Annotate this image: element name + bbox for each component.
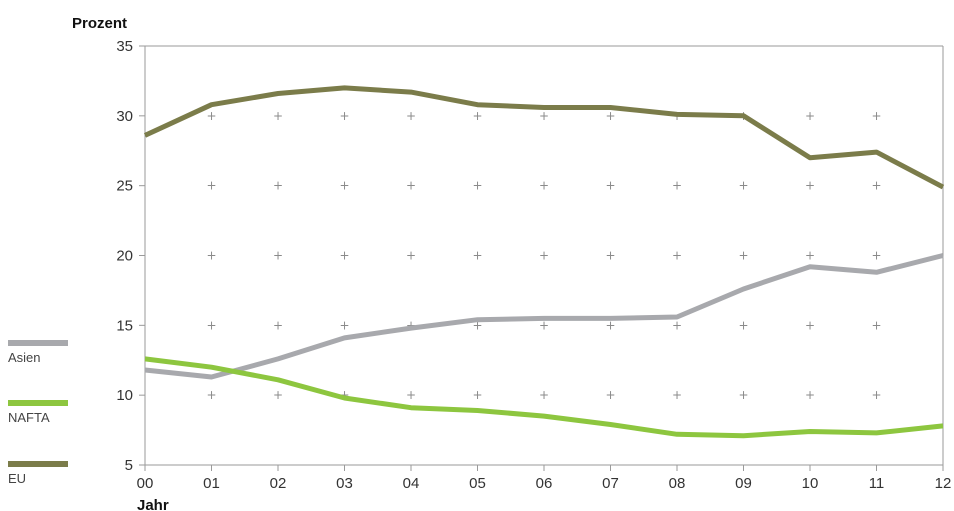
grid-marker: +	[472, 249, 482, 263]
x-tick-label: 11	[869, 475, 885, 492]
grid-marker: +	[738, 318, 748, 332]
grid-marker: +	[738, 249, 748, 263]
y-axis-title: Prozent	[72, 15, 127, 32]
grid-marker: +	[738, 179, 748, 193]
grid-marker: +	[472, 388, 482, 402]
grid-marker: +	[406, 179, 416, 193]
grid-marker: +	[805, 388, 815, 402]
y-tick-label: 10	[116, 387, 133, 404]
x-tick-label: 08	[669, 475, 686, 492]
x-tick-label: 09	[735, 475, 752, 492]
grid-marker: +	[738, 388, 748, 402]
grid-marker: +	[472, 318, 482, 332]
y-tick-label: 30	[116, 108, 133, 125]
legend-swatch-eu	[8, 461, 68, 467]
grid-marker: +	[605, 318, 615, 332]
legend-label-asien: Asien	[8, 350, 41, 365]
series-lines	[143, 85, 945, 439]
x-tick-label: 01	[203, 475, 220, 492]
x-tick-label: 12	[935, 475, 952, 492]
x-tick-label: 07	[602, 475, 619, 492]
grid-marker: +	[273, 388, 283, 402]
grid-marker: +	[206, 109, 216, 123]
grid-marker: +	[339, 388, 349, 402]
grid-marker: +	[539, 179, 549, 193]
grid-marker: +	[472, 179, 482, 193]
x-tick-label: 02	[270, 475, 287, 492]
grid-marker: +	[206, 249, 216, 263]
grid-marker: +	[672, 388, 682, 402]
x-tick-label: 10	[802, 475, 819, 492]
x-axis-ticks: 00 01 02 03 04 05 06 07 08 09 10 11 12	[137, 465, 952, 492]
y-axis-ticks: 5 10 15 20 25 30 35	[116, 38, 145, 474]
grid-marker: +	[871, 388, 881, 402]
grid-marker: +	[206, 388, 216, 402]
grid-marker: +	[206, 318, 216, 332]
grid-marker: +	[339, 318, 349, 332]
grid-marker: +	[805, 109, 815, 123]
grid-marker: +	[273, 249, 283, 263]
grid-marker: +	[273, 179, 283, 193]
y-tick-label: 15	[116, 317, 133, 334]
grid-marker: +	[871, 249, 881, 263]
grid-marker: +	[605, 249, 615, 263]
series-line-eu	[143, 85, 945, 190]
x-tick-label: 05	[469, 475, 486, 492]
grid-marker: +	[805, 179, 815, 193]
y-tick-label: 35	[116, 38, 133, 55]
grid-marker: +	[539, 249, 549, 263]
grid-marker: +	[805, 318, 815, 332]
grid-marker: +	[605, 109, 615, 123]
y-tick-label: 20	[116, 248, 133, 265]
grid-marker: +	[672, 179, 682, 193]
x-tick-label: 03	[336, 475, 353, 492]
grid-marker: +	[339, 109, 349, 123]
legend-swatch-nafta	[8, 400, 68, 406]
grid-marker: +	[539, 318, 549, 332]
grid-marker: +	[539, 388, 549, 402]
y-tick-label: 25	[116, 178, 133, 195]
grid-marker: +	[871, 179, 881, 193]
x-tick-label: 06	[536, 475, 553, 492]
legend-label-nafta: NAFTA	[8, 410, 50, 425]
grid-marker: +	[339, 179, 349, 193]
legend-swatch-asien	[8, 340, 68, 346]
grid-marker: +	[472, 109, 482, 123]
grid-marker: +	[406, 318, 416, 332]
grid-marker: +	[206, 179, 216, 193]
grid-marker: +	[805, 249, 815, 263]
grid-marker: +	[672, 318, 682, 332]
series-line-asien	[144, 253, 944, 380]
grid-marker: +	[339, 249, 349, 263]
series-line-nafta	[144, 356, 944, 439]
grid-marker: +	[672, 249, 682, 263]
x-axis-title: Jahr	[137, 497, 169, 511]
grid-marker: +	[539, 109, 549, 123]
grid-marker: +	[871, 318, 881, 332]
grid-marker: +	[406, 388, 416, 402]
grid-marker: +	[406, 109, 416, 123]
legend-label-eu: EU	[8, 471, 26, 486]
x-tick-label: 04	[403, 475, 420, 492]
grid-marker: +	[605, 179, 615, 193]
grid-marker: +	[273, 109, 283, 123]
grid-marker: +	[406, 249, 416, 263]
grid-marker: +	[871, 109, 881, 123]
x-tick-label: 00	[137, 475, 154, 492]
plus-grid: + + + + + + + + + + + + + + + + + + + + + + + + + + + + + + + + + + + + + + + +…	[206, 109, 881, 402]
legend: Asien NAFTA EU	[8, 340, 68, 486]
grid-marker: +	[605, 388, 615, 402]
y-tick-label: 5	[125, 457, 133, 474]
grid-marker: +	[273, 318, 283, 332]
